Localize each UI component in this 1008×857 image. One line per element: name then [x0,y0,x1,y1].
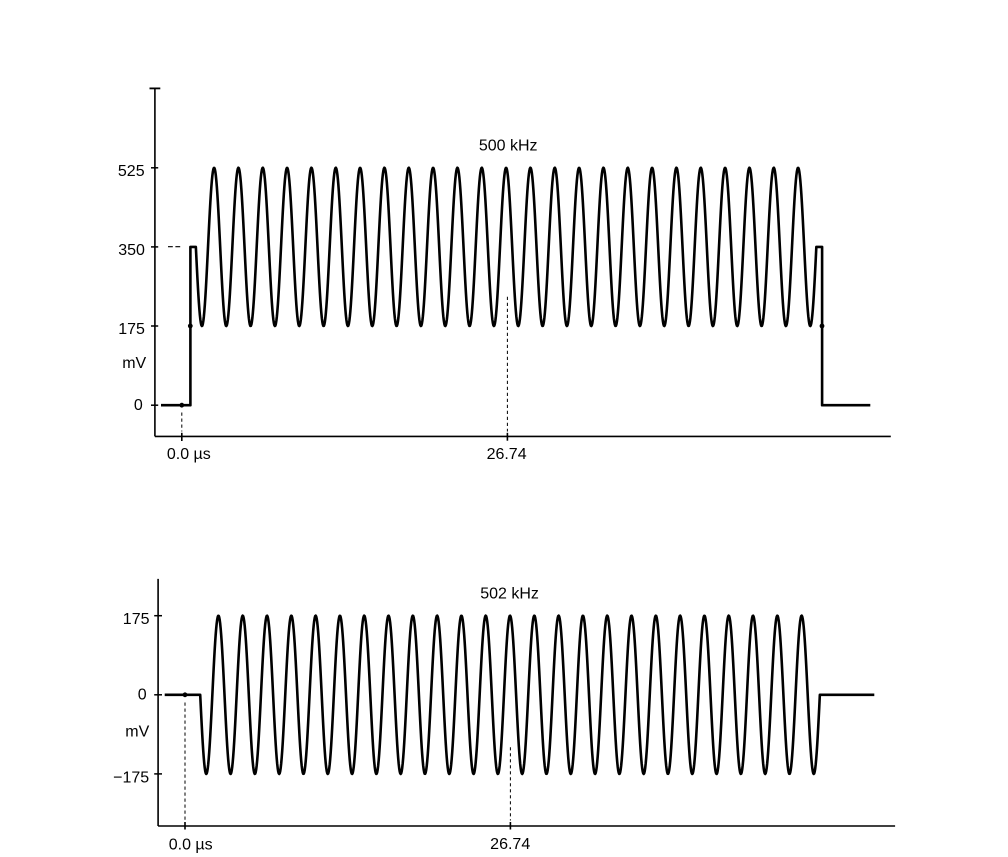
svg-text:26.74: 26.74 [490,836,530,853]
svg-text:0.0 µs: 0.0 µs [167,446,211,463]
svg-text:mV: mV [122,355,146,372]
svg-text:0.0 µs: 0.0 µs [169,837,213,854]
svg-text:350: 350 [118,242,145,259]
svg-text:mV: mV [125,723,149,740]
svg-text:500 kHz: 500 kHz [479,138,538,155]
svg-text:175: 175 [123,611,150,628]
svg-text:525: 525 [118,163,145,180]
svg-text:0: 0 [138,687,147,704]
svg-text:−175: −175 [113,770,149,787]
svg-text:175: 175 [118,321,145,338]
svg-text:0: 0 [134,397,143,414]
svg-text:502 kHz: 502 kHz [480,586,539,603]
svg-text:26.74: 26.74 [487,446,527,463]
